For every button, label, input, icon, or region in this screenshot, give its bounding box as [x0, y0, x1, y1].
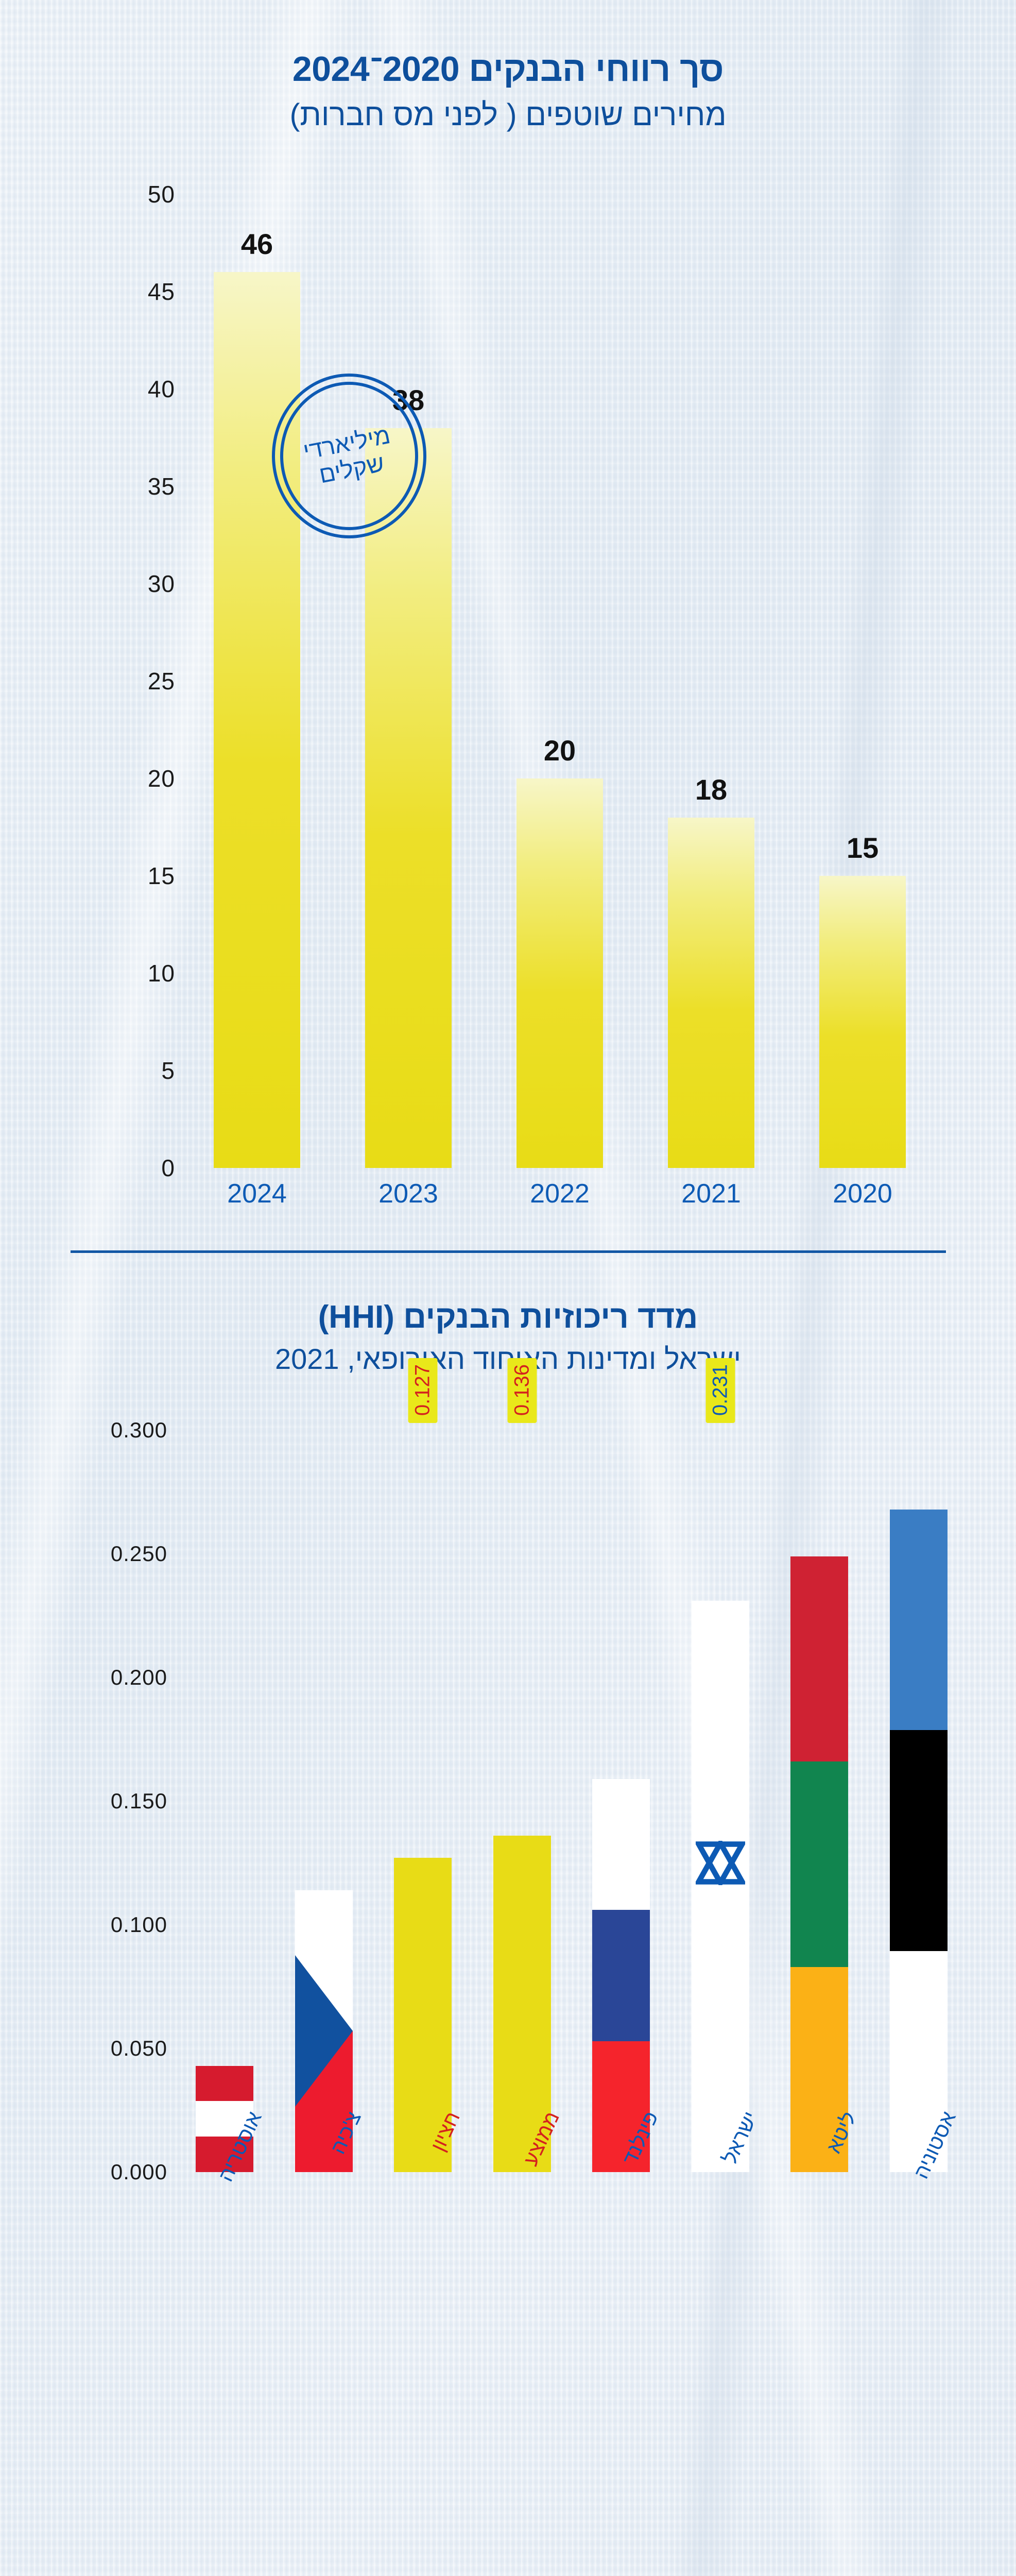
chart1-bar-slot: 18 [668, 194, 754, 1168]
chart1-y-tick-label: 15 [147, 862, 175, 890]
chart1-bar-slot: 15 [819, 194, 906, 1168]
billions-of-shekels-stamp: מיליארדי שקלים [272, 374, 426, 539]
chart2-bar-slot [592, 1430, 650, 2172]
chart2-y-axis: 0.300 0.250 0.200 0.150 0.100 0.050 0.000 [57, 1418, 167, 2184]
chart2-y-tick-label: 0.000 [110, 2159, 167, 2184]
chart2-y-tick-label: 0.150 [110, 1788, 167, 1813]
chart1-header: סך רווחי הבנקים 2020־2024 מחירים שוטפים … [0, 0, 1016, 132]
chart2-x-label-slot: אוסטריה [196, 2108, 266, 2255]
chart2-value-label: 0.231 [709, 1364, 732, 1416]
chart2-bar[interactable] [889, 1509, 948, 2172]
chart2-y-tick-label: 0.100 [110, 1912, 167, 1937]
chart1-bar-slot: 20 [516, 194, 603, 1168]
chart1-bar[interactable] [668, 817, 754, 1168]
chart1-bar-value-label: 46 [240, 228, 273, 261]
flag-stripe [790, 1556, 849, 1762]
chart2-value-highlight-tag: 0.231 [705, 1358, 735, 1423]
chart1-bar[interactable] [819, 876, 906, 1168]
chart1-y-tick-label: 20 [147, 765, 175, 792]
flag-stripe [889, 1730, 948, 1952]
chart2-x-label-slot: צ'כיה [295, 2108, 366, 2255]
chart1-y-tick-label: 45 [147, 278, 175, 306]
chart1-bar-slot: 38 [365, 194, 452, 1168]
chart2-value-highlight-tag: 0.136 [507, 1358, 537, 1423]
chart1-x-tick-label: 2022 [530, 1179, 590, 1209]
section-divider [70, 1250, 946, 1253]
chart2-bar-slot: 0.231 [691, 1358, 749, 2172]
chart1-y-tick-label: 35 [147, 473, 175, 500]
chart2-value-highlight-tag: 0.127 [408, 1358, 438, 1423]
chart1-y-tick-label: 5 [161, 1057, 175, 1084]
chart2-y-tick-label: 0.050 [110, 2036, 167, 2060]
chart2-bar[interactable] [790, 1556, 849, 2172]
chart2-bar-slot [196, 1430, 254, 2172]
chart2-x-axis: אסטוניה ליטא ישראל פינלנד ממוצע חציון צ'כיה אוס… [175, 2108, 968, 2255]
chart2-title: מדד ריכוזיות הבנקים (HHI) [318, 1299, 698, 1335]
chart2-header: מדד ריכוזיות הבנקים (HHI) ישראל ומדינות … [0, 1253, 1016, 1376]
star-of-david-icon [694, 1837, 747, 1889]
chart2-bar-slot [889, 1430, 948, 2172]
chart2-value-label: 0.127 [411, 1364, 434, 1416]
chart1-bar[interactable] [516, 778, 603, 1168]
chart2-bar[interactable] [691, 1601, 749, 2172]
profits-bar-chart: 50 45 40 35 30 25 20 15 10 5 0 מיליארדי שקלים 15 18… [0, 174, 1016, 1219]
chart2-value-label: 0.136 [510, 1364, 533, 1416]
chart1-x-tick-label: 2023 [378, 1179, 438, 1209]
chart1-bars: 15 18 20 38 46 [181, 194, 938, 1168]
chart2-x-label-slot: חציון [394, 2108, 464, 2255]
chart2-x-label-slot: ליטא [790, 2108, 861, 2255]
chart2-y-tick-label: 0.200 [110, 1665, 167, 1689]
chart1-bar-value-label: 20 [543, 734, 576, 767]
chart1-y-tick-label: 25 [147, 668, 175, 695]
flag-stripe [592, 1778, 650, 1910]
flag-stripe [196, 2065, 254, 2102]
chart2-plot-area: 0.231 0.136 0.127 [175, 1358, 968, 2172]
chart2-y-tick-label: 0.300 [110, 1417, 167, 1442]
chart1-y-tick-label: 30 [147, 570, 175, 598]
chart1-subtitle: מחירים שוטפים ( לפני מס חברות) [289, 97, 727, 132]
chart1-x-tick-label: 2020 [833, 1179, 892, 1209]
chart1-x-tick-label: 2021 [681, 1179, 741, 1209]
chart1-bar-slot: 46 [214, 194, 300, 1168]
chart2-bar-slot [295, 1430, 353, 2172]
chart2-bar-slot: 0.136 [493, 1358, 551, 2172]
chart2-bars: 0.231 0.136 0.127 [175, 1358, 968, 2172]
chart1-x-axis: 2020 2021 2022 2023 2024 [181, 1178, 938, 1209]
chart2-x-label-slot: ממוצע [493, 2108, 564, 2255]
flag-stripe [592, 1910, 650, 2041]
chart1-bar[interactable] [365, 428, 452, 1168]
chart1-bar-value-label: 15 [846, 832, 879, 865]
chart1-y-tick-label: 50 [147, 181, 175, 208]
flag-stripe [889, 1509, 948, 1731]
chart1-title: סך רווחי הבנקים 2020־2024 [292, 49, 724, 89]
chart1-x-tick-label: 2024 [227, 1179, 287, 1209]
chart2-x-label-slot: ישראל [692, 2108, 762, 2255]
chart2-x-label-slot: פינלנד [592, 2108, 663, 2255]
chart1-y-axis: 50 45 40 35 30 25 20 15 10 5 0 [88, 181, 175, 1181]
chart1-bar-value-label: 18 [695, 773, 728, 806]
hhi-bar-chart: 0.300 0.250 0.200 0.150 0.100 0.050 0.000 0.23… [0, 1358, 1016, 2255]
chart2-bar-slot [790, 1430, 849, 2172]
chart1-plot-area: 15 18 20 38 46 [181, 194, 938, 1168]
chart2-bar-slot: 0.127 [394, 1358, 452, 2172]
flag-stripe [790, 1761, 849, 1967]
chart1-y-tick-label: 40 [147, 376, 175, 403]
chart1-y-tick-label: 0 [161, 1155, 175, 1182]
chart1-y-tick-label: 10 [147, 960, 175, 987]
chart2-x-label-slot: אסטוניה [890, 2108, 960, 2255]
flag-triangle [295, 1955, 353, 2107]
chart2-y-tick-label: 0.250 [110, 1541, 167, 1566]
